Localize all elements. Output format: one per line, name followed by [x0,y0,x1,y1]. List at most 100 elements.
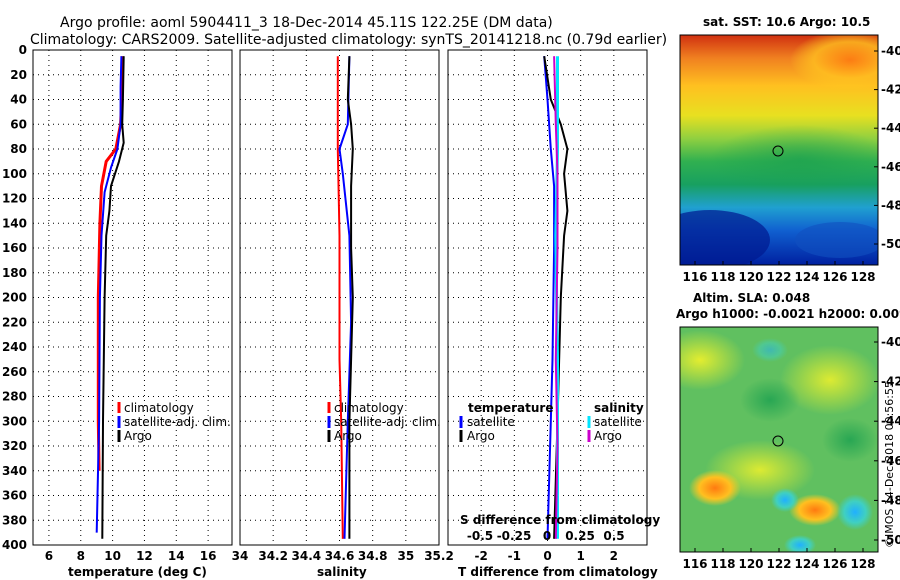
sst-green-tongue [710,125,878,195]
sst-map-image [680,35,878,265]
map-lat-label: -44 [881,414,900,428]
s-tick-label: 0.5 [603,529,624,543]
map-lat-label: -40 [881,44,900,58]
header-line1: Argo profile: aoml 5904411_3 18-Dec-2014… [60,15,553,31]
x-tick-label: 8 [77,549,85,563]
map-lat-label: -42 [881,375,900,389]
map-lat-label: -40 [881,335,900,349]
depth-tick-label: 220 [2,315,27,329]
sst-argo-marker [772,145,784,157]
x-tick-label: 0 [543,549,551,563]
depth-tick-label: 200 [2,291,27,305]
sla-map-image [680,327,878,552]
map-lat-label: -46 [881,454,900,468]
difference-grid [448,49,647,546]
depth-tick-label: 400 [2,538,27,552]
series-line-salinity-argo [553,56,559,539]
sst-cold-patch [795,222,878,258]
sst-warm-patch [790,35,878,90]
x-tick-label: 16 [200,549,217,563]
sla-cyan-blob [784,535,816,552]
sla-map-ticks: 116 118 120 122 124 126 128 -40 -42 -44 -46 -48 -50 [682,335,900,571]
difference-legend: temperature satellite Argo salinity sate… [459,401,644,443]
x-tick-label: 34 [232,549,249,563]
sla-map-title-1: Altim. SLA: 0.048 [693,291,810,305]
difference-ticks: -2 -1 0 1 2 [474,549,618,563]
x-tick-label: 2 [610,549,618,563]
map-lon-label: 126 [822,557,847,571]
depth-tick-label: 140 [2,216,27,230]
depth-tick-label: 180 [2,266,27,280]
salinity-legend: climatology satellite-adj. clim. Argo [327,401,441,443]
map-lat-label: -48 [881,198,900,212]
x-tick-label: 14 [168,549,185,563]
depth-tick-label: 120 [2,192,27,206]
map-lon-label: 116 [682,557,707,571]
map-lon-label: 122 [766,557,791,571]
salinity-xlabel: salinity [317,565,367,579]
map-lon-label: 120 [738,557,763,571]
x-tick-label: 34.8 [358,549,388,563]
map-lon-label: 122 [766,270,791,284]
legend-satellite-adj-label: satellite-adj. clim. [124,415,231,429]
side-note: ©IMOS 14-Dec-2018 00:56:55 [883,381,896,548]
s-tick-label: 0 [543,529,551,543]
map-lon-label: 118 [710,557,735,571]
legend-sal-satellite-label: satellite [594,415,642,429]
salinity-panel: 34 34.2 34.4 34.6 34.8 35 35.2 salinity climat… [232,49,454,579]
depth-tick-label: 360 [2,489,27,503]
salinity-ticks: 34 34.2 34.4 34.6 34.8 35 35.2 [232,549,454,563]
map-lat-label: -50 [881,533,900,547]
depth-tick-label: 240 [2,340,27,354]
sst-map-panel: sat. SST: 10.6 Argo: 10.5 116 118 120 122 12… [679,15,900,284]
depth-tick-label: 40 [10,93,27,107]
map-lon-label: 126 [822,270,847,284]
depth-tick-label: 340 [2,464,27,478]
x-tick-label: 1 [576,549,584,563]
sla-cyan-blob [837,494,873,530]
depth-tick-label: 100 [2,167,27,181]
sla-argo-marker [772,435,784,447]
legend-temp-satellite-label: satellite [467,415,515,429]
temperature-ticks: 0 20 40 60 80 100 120 140 160 180 200 220 240 260 280 3… [2,43,217,563]
legend-satellite-adj-label: satellite-adj. clim. [334,415,441,429]
sla-green-blob [740,378,800,422]
x-tick-label: 10 [104,549,121,563]
header-line2: Climatology: CARS2009. Satellite-adjuste… [30,32,667,48]
x-tick-label: 34.6 [325,549,355,563]
sst-map-title: sat. SST: 10.6 Argo: 10.5 [703,15,870,29]
difference-series [543,56,569,539]
salinity-series [336,56,354,539]
series-line-argo [346,56,354,539]
depth-tick-label: 300 [2,414,27,428]
temperature-grid [33,49,232,546]
temperature-xlabel: temperature (deg C) [68,565,207,579]
depth-tick-label: 80 [10,142,27,156]
difference-xlabel: T difference from climatology [458,565,658,579]
x-tick-label: 34.4 [292,549,322,563]
legend-climatology-label: climatology [124,401,194,415]
x-tick-label: 35.2 [424,549,454,563]
series-line-satellite-adj-clim- [338,56,353,539]
legend-climatology-label: climatology [334,401,404,415]
depth-tick-label: 0 [19,43,27,57]
depth-tick-label: 20 [10,68,27,82]
sla-map-panel: Altim. SLA: 0.048 Argo h1000: -0.0021 h2… [676,291,900,571]
map-lon-label: 124 [794,270,819,284]
legend-temp-argo-label: Argo [467,429,495,443]
sla-cyan-blob [771,488,799,512]
map-lat-label: -44 [881,121,900,135]
map-lon-label: 120 [738,270,763,284]
depth-tick-label: 160 [2,241,27,255]
sla-yellow-blob [680,330,745,390]
s-difference-ticklabels: -0.5 -0.25 0 0.25 0.5 [467,529,625,543]
temperature-series [95,56,125,539]
sst-cold-patch [680,210,770,265]
x-tick-label: -2 [474,549,487,563]
x-tick-label: 35 [397,549,414,563]
temperature-panel: 0 20 40 60 80 100 120 140 160 180 200 220 240 260 280 3… [2,43,233,579]
map-lon-label: 118 [710,270,735,284]
legend-sal-argo-label: Argo [594,429,622,443]
x-tick-label: -1 [508,549,521,563]
legend-argo-label: Argo [334,429,362,443]
